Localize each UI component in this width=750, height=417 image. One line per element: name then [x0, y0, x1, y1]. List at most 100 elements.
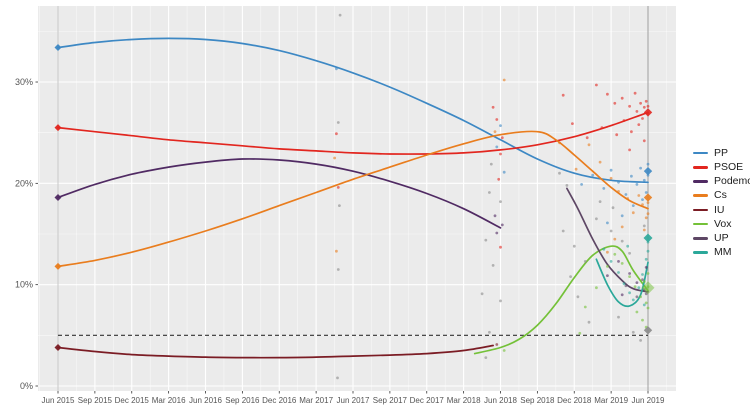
x-tick-label: Dec 2015 — [115, 396, 150, 405]
legend-label: Vox — [714, 217, 732, 230]
poll-dot-Vox — [502, 349, 506, 352]
poll-dot-gray — [488, 191, 491, 194]
election-marker-PSOE — [643, 108, 653, 117]
poll-dot-PSOE — [497, 177, 501, 181]
poll-dot-Vox — [646, 272, 650, 275]
poll-dot-PSOE — [620, 96, 624, 100]
x-tick-label: Jun 2017 — [337, 396, 370, 405]
trend-line-PSOE — [57, 111, 649, 155]
poll-dot-PSOE — [491, 105, 495, 109]
poll-dot-Vox — [620, 262, 624, 265]
poll-dot-PSOE — [600, 126, 604, 129]
poll-dot-PSOE — [500, 136, 504, 140]
poll-dot-Vox — [628, 275, 631, 278]
y-tick-label: 0% — [20, 381, 33, 391]
trend-line-Podemos — [57, 158, 502, 229]
poll-dot-gray — [488, 330, 491, 334]
poll-dot-gray — [499, 200, 502, 204]
poll-dot-PSOE — [635, 110, 639, 113]
y-tick-label: 20% — [15, 178, 33, 188]
poll-dot-UP — [641, 278, 644, 281]
poll-dot-UP — [635, 295, 639, 299]
poll-dot-PP — [624, 193, 628, 196]
poll-dot-Cs — [598, 160, 602, 164]
legend-label: IU — [714, 203, 725, 216]
poll-dot-gray — [336, 121, 340, 124]
poll-dot-UP — [624, 284, 628, 288]
x-tick-label: Dec 2017 — [410, 396, 445, 405]
poll-dot-Vox — [633, 285, 637, 289]
x-tick-label: Jun 2018 — [484, 396, 517, 405]
legend-swatch-PP — [693, 151, 708, 155]
poll-dot-Cs — [609, 176, 613, 180]
poll-dot-PSOE — [335, 132, 338, 136]
legend: PP PSOEPodemosCsIUVoxUP MM — [693, 146, 750, 260]
poll-dot-Podemos — [644, 266, 648, 269]
poll-dot-Podemos — [493, 214, 497, 218]
poll-dot-MM — [622, 282, 626, 286]
plot-panel — [38, 6, 676, 391]
legend-label: Cs — [714, 189, 727, 202]
trend-line-Vox — [473, 245, 649, 355]
poll-dot-Podemos — [495, 231, 499, 235]
election-marker-Podemos — [54, 194, 62, 202]
trend-line-Cs — [57, 130, 649, 268]
poll-dot-Vox — [583, 305, 587, 309]
poll-dot-PP — [495, 145, 499, 149]
poll-dot-MM — [637, 286, 641, 290]
poll-dot-gray — [338, 204, 341, 208]
x-tick-label: Dec 2018 — [557, 396, 592, 405]
poll-dot-gray — [587, 320, 591, 324]
poll-dot-MM — [644, 257, 648, 261]
election-marker-PSOE — [54, 124, 62, 132]
poll-dot-PP — [646, 162, 650, 166]
poll-dot-MM — [626, 244, 630, 248]
poll-dot-gray — [595, 217, 598, 221]
poll-dot-PSOE — [585, 136, 589, 140]
poll-dot-gray — [336, 268, 340, 271]
poll-dot-gray — [642, 224, 646, 228]
poll-dot-PSOE — [571, 122, 574, 125]
poll-dot-PP — [335, 67, 338, 71]
poll-dot-PSOE — [622, 119, 626, 122]
poll-dot-gray — [598, 200, 602, 204]
poll-dot-PSOE — [642, 139, 646, 143]
poll-dot-Vox — [606, 265, 609, 268]
poll-dot-PSOE — [595, 83, 598, 87]
poll-dot-MM — [641, 273, 644, 276]
legend-label: MM — [714, 246, 732, 259]
poll-dot-Cs — [558, 141, 561, 145]
poll-dot-PSOE — [642, 105, 646, 109]
trend-line-IU — [57, 344, 494, 359]
legend-swatch-PSOE — [693, 165, 708, 169]
x-tick-label: Mar 2016 — [152, 396, 186, 405]
poll-dot-PP — [639, 166, 642, 170]
trend-line-UP — [566, 187, 649, 293]
poll-dot-PP — [642, 178, 646, 182]
x-tick-label: Sep 2015 — [78, 396, 113, 405]
poll-dot-gray — [480, 292, 484, 296]
poll-dot-PSOE — [499, 245, 502, 249]
legend-item-Vox: Vox — [693, 217, 750, 231]
poll-dot-Cs — [631, 211, 635, 215]
legend-swatch-MM — [693, 251, 708, 254]
poll-dot-gray — [617, 315, 620, 319]
poll-dot-PP — [502, 170, 506, 174]
poll-dot-Cs — [606, 250, 609, 254]
x-tick-label: Mar 2019 — [594, 396, 628, 405]
legend-item-MM: MM — [693, 245, 750, 259]
poll-dot-Cs — [333, 156, 336, 160]
poll-dot-PP — [499, 124, 502, 127]
poll-dot-gray — [338, 13, 342, 17]
poll-dot-gray — [576, 295, 580, 299]
poll-dot-gray — [569, 275, 572, 278]
poll-dot-PP — [591, 173, 595, 177]
poll-dot-PP — [606, 221, 609, 225]
x-tick-label: Sep 2018 — [520, 396, 555, 405]
poll-dot-gray — [639, 339, 642, 342]
poll-dot-PP — [617, 180, 620, 184]
poll-dot-Cs — [646, 201, 650, 205]
poll-dot-PP — [580, 183, 583, 186]
poll-dot-Cs — [493, 130, 497, 134]
poll-dot-Cs — [626, 197, 630, 200]
